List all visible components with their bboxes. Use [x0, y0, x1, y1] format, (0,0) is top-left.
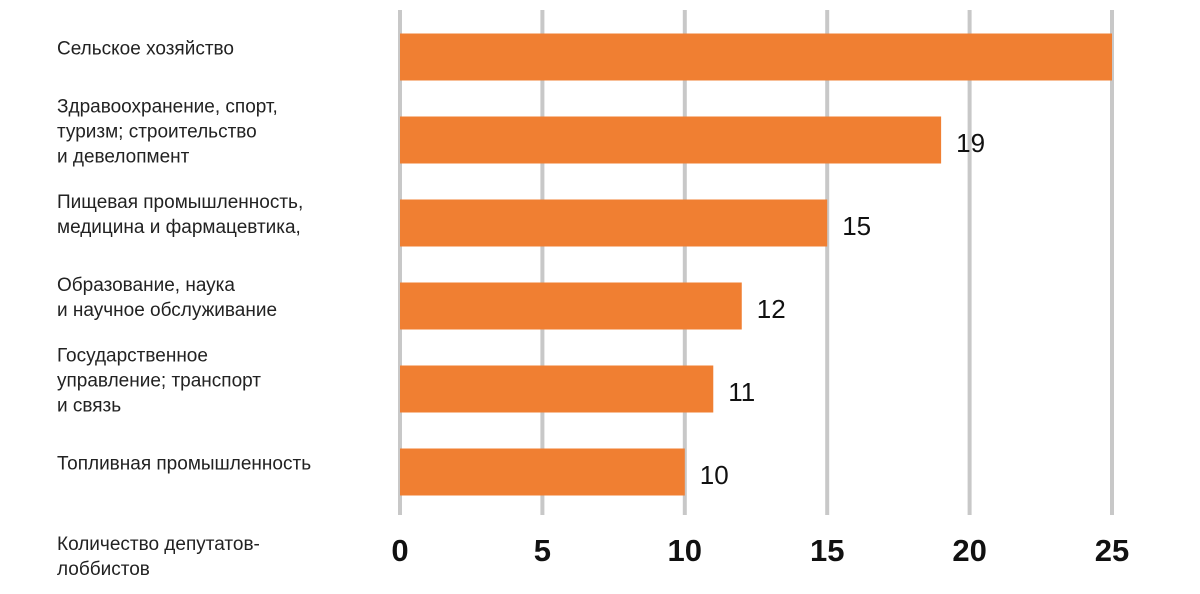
x-tick-label: 15 [810, 533, 844, 568]
data-label: 11 [728, 377, 755, 407]
bar [400, 33, 1112, 81]
data-label: 12 [757, 294, 786, 324]
data-label: 19 [956, 128, 985, 158]
data-label: 10 [700, 460, 729, 490]
category-label: Сельское хозяйство [57, 38, 234, 60]
category-label: Государственное управление; транспорт и … [57, 345, 261, 417]
category-label: Здравоохранение, спорт, туризм; строител… [57, 96, 278, 168]
bar [400, 365, 714, 413]
bar [400, 282, 742, 330]
data-label: 15 [842, 211, 871, 241]
x-tick-label: 20 [952, 533, 986, 568]
bar [400, 448, 685, 496]
bar [400, 116, 942, 164]
x-tick-label: 10 [668, 533, 702, 568]
x-tick-label: 5 [534, 533, 551, 568]
bar [400, 199, 828, 247]
x-axis-label: Количество депутатов- лоббистов [57, 534, 260, 580]
x-tick-label: 0 [391, 533, 408, 568]
x-tick-label: 25 [1095, 533, 1129, 568]
category-label: Пищевая промышленность, медицина и фарма… [57, 192, 304, 238]
category-label: Топливная промышленность [57, 453, 312, 475]
category-label: Образование, наука и научное обслуживани… [57, 275, 278, 321]
